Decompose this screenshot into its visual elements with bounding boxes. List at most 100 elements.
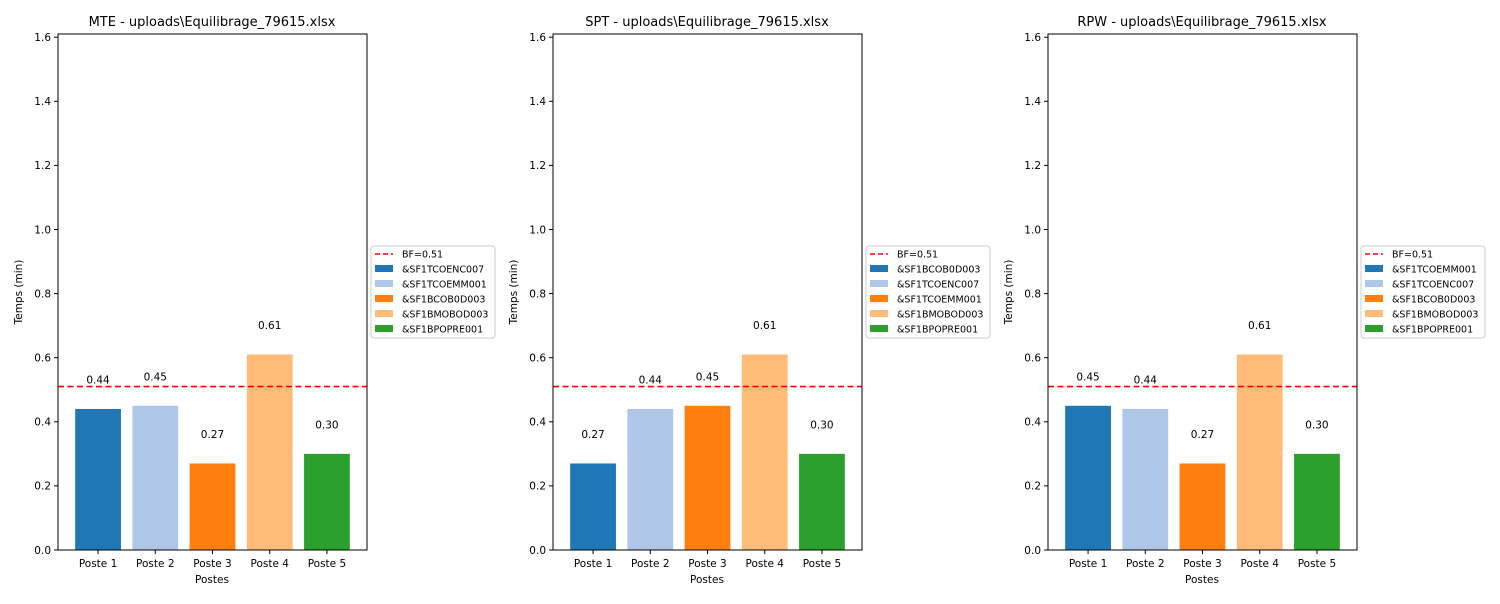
legend: BF=0.51 &SF1TCOEMM001 &SF1TCOENC007 &SF1… bbox=[1360, 245, 1486, 339]
legend-bf-label: BF=0.51 bbox=[897, 250, 938, 261]
bar bbox=[246, 354, 293, 550]
legend-entry: &SF1TCOEMM001 bbox=[897, 295, 982, 306]
legend-entry: &SF1BPOPRE001 bbox=[897, 325, 978, 336]
legend-entry: &SF1TCOENC007 bbox=[1392, 280, 1474, 291]
legend-swatch bbox=[1365, 325, 1383, 332]
legend-swatch bbox=[375, 265, 393, 272]
legend-swatch bbox=[375, 280, 393, 287]
y-tick-label: 0.4 bbox=[34, 417, 51, 429]
y-tick-label: 0.0 bbox=[529, 545, 546, 557]
x-tick-label: Poste 5 bbox=[308, 558, 346, 570]
y-tick-label: 0.2 bbox=[1024, 481, 1041, 493]
legend-bf-label: BF=0.51 bbox=[402, 250, 443, 261]
y-tick-label: 1.0 bbox=[1024, 224, 1041, 236]
y-tick-label: 0.0 bbox=[1024, 545, 1041, 557]
legend-entry: &SF1BCOB0D003 bbox=[1392, 295, 1475, 306]
y-tick-label: 1.0 bbox=[34, 224, 51, 236]
y-tick-label: 0.6 bbox=[1024, 353, 1041, 365]
x-tick-label: Poste 4 bbox=[745, 558, 784, 570]
y-tick-label: 0.2 bbox=[34, 481, 51, 493]
x-tick-label: Poste 2 bbox=[631, 558, 669, 570]
value-label: 0.44 bbox=[86, 375, 110, 387]
legend-entry: &SF1BMOBOD003 bbox=[402, 310, 488, 321]
x-tick-label: Poste 4 bbox=[250, 558, 289, 570]
bar bbox=[75, 408, 121, 550]
bar bbox=[189, 463, 236, 550]
bar-marks bbox=[570, 354, 845, 550]
legend-box bbox=[370, 245, 496, 339]
y-tick-label: 1.6 bbox=[34, 32, 51, 44]
value-label: 0.45 bbox=[1076, 371, 1099, 383]
value-label: 0.27 bbox=[581, 429, 604, 441]
y-tick-label: 1.0 bbox=[529, 224, 546, 236]
y-tick-label: 1.6 bbox=[529, 32, 546, 44]
value-label: 0.44 bbox=[639, 375, 663, 387]
legend-swatch bbox=[1365, 265, 1383, 272]
y-axis-label: Temps (min) bbox=[13, 260, 25, 326]
legend-swatch bbox=[870, 265, 888, 272]
y-tick-label: 0.0 bbox=[34, 545, 51, 557]
y-tick-label: 0.4 bbox=[529, 417, 546, 429]
chart-mte: MTE - uploads\Equilibrage_79615.xlsx Pos… bbox=[13, 15, 496, 586]
legend-entry: &SF1BPOPRE001 bbox=[402, 325, 483, 336]
bar bbox=[304, 453, 350, 550]
value-label: 0.61 bbox=[1248, 320, 1271, 332]
x-tick-label: Poste 1 bbox=[574, 558, 612, 570]
legend-swatch bbox=[1365, 280, 1383, 287]
legend-swatch bbox=[870, 295, 888, 302]
x-axis-label: Postes bbox=[195, 574, 229, 586]
x-axis-label: Postes bbox=[1185, 574, 1219, 586]
bar bbox=[1122, 408, 1169, 550]
x-tick-label: Poste 4 bbox=[1240, 558, 1279, 570]
bar bbox=[132, 405, 179, 550]
value-label: 0.61 bbox=[753, 320, 776, 332]
legend-swatch bbox=[1365, 310, 1383, 317]
bar-marks bbox=[1065, 354, 1340, 550]
bar bbox=[741, 354, 788, 550]
y-tick-label: 0.8 bbox=[1024, 288, 1041, 300]
value-label: 0.30 bbox=[315, 420, 338, 432]
bar-marks bbox=[75, 354, 350, 550]
value-labels: 0.44 0.45 0.27 0.61 0.30 bbox=[86, 320, 338, 441]
value-label: 0.61 bbox=[258, 320, 281, 332]
y-tick-label: 1.2 bbox=[529, 160, 546, 172]
bar bbox=[799, 453, 845, 550]
value-label: 0.45 bbox=[696, 371, 719, 383]
legend-swatch bbox=[375, 295, 393, 302]
y-axis-label: Temps (min) bbox=[1003, 260, 1015, 326]
legend-entry: &SF1BMOBOD003 bbox=[897, 310, 983, 321]
legend-bf-label: BF=0.51 bbox=[1392, 250, 1433, 261]
legend-entry: &SF1BMOBOD003 bbox=[1392, 310, 1478, 321]
legend-swatch bbox=[870, 310, 888, 317]
bar bbox=[570, 463, 616, 550]
y-tick-label: 0.2 bbox=[529, 481, 546, 493]
y-tick-label: 1.2 bbox=[1024, 160, 1041, 172]
legend-entry: &SF1TCOENC007 bbox=[897, 280, 979, 291]
bar bbox=[684, 405, 731, 550]
y-tick-label: 1.4 bbox=[34, 96, 51, 108]
value-label: 0.27 bbox=[1191, 429, 1214, 441]
y-axis-label: Temps (min) bbox=[508, 260, 520, 326]
value-label: 0.27 bbox=[201, 429, 224, 441]
x-tick-label: Poste 5 bbox=[1298, 558, 1336, 570]
y-tick-label: 1.2 bbox=[34, 160, 51, 172]
x-tick-label: Poste 3 bbox=[688, 558, 726, 570]
value-label: 0.30 bbox=[1305, 420, 1328, 432]
x-tick-label: Poste 1 bbox=[1069, 558, 1107, 570]
legend-entry: &SF1BCOB0D003 bbox=[402, 295, 485, 306]
legend-box bbox=[865, 245, 991, 339]
bar bbox=[1294, 453, 1340, 550]
legend-swatch bbox=[870, 280, 888, 287]
value-label: 0.45 bbox=[144, 371, 167, 383]
y-tick-label: 0.8 bbox=[529, 288, 546, 300]
bar bbox=[1065, 405, 1111, 550]
chart-title: SPT - uploads\Equilibrage_79615.xlsx bbox=[585, 15, 829, 30]
y-tick-label: 1.4 bbox=[1024, 96, 1041, 108]
x-tick-label: Poste 3 bbox=[193, 558, 231, 570]
legend-entry: &SF1TCOEMM001 bbox=[1392, 265, 1477, 276]
value-labels: 0.45 0.44 0.27 0.61 0.30 bbox=[1076, 320, 1328, 441]
chart-spt: SPT - uploads\Equilibrage_79615.xlsx Pos… bbox=[508, 15, 991, 586]
legend-swatch bbox=[1365, 295, 1383, 302]
legend-entry: &SF1TCOENC007 bbox=[402, 265, 484, 276]
